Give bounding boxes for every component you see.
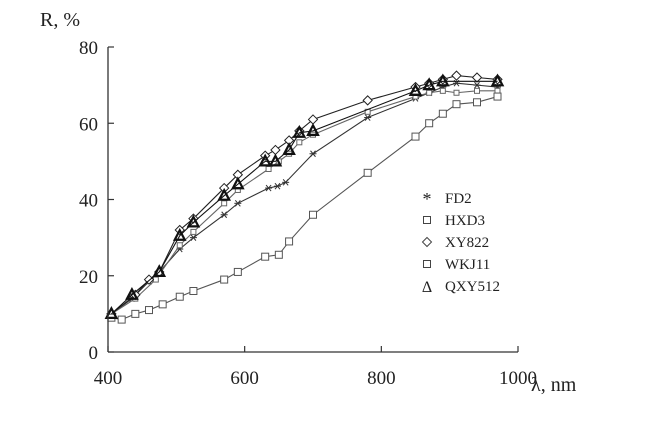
data-point: [451, 70, 462, 81]
legend-label: XY822: [445, 235, 489, 251]
data-point: [436, 73, 450, 87]
data-point: [189, 287, 198, 295]
data-point: [234, 199, 242, 207]
legend-label: FD2: [445, 191, 472, 207]
legend-item: HXD3: [423, 213, 485, 229]
data-point: [261, 252, 270, 261]
data-point: [270, 144, 281, 156]
data-point: [152, 264, 167, 278]
legend-label: QXY512: [445, 279, 500, 295]
series-layer: [104, 70, 505, 324]
data-point: [221, 200, 228, 207]
data-point: [273, 182, 281, 190]
data-point: [258, 153, 272, 167]
y-tick-label: 0: [89, 343, 99, 364]
data-point: [452, 100, 461, 109]
data-point: [423, 216, 431, 224]
data-point: [220, 211, 228, 219]
data-point: [439, 87, 446, 94]
data-point: [473, 98, 481, 107]
series-hxd3: [108, 87, 501, 317]
legend-marker-asterisk: *: [423, 189, 432, 209]
legend-item: * FD2: [423, 189, 472, 209]
data-point: [268, 153, 283, 167]
series-line: [111, 82, 498, 315]
data-point: [131, 309, 140, 318]
data-point: [425, 119, 434, 128]
data-point: [220, 275, 229, 284]
legend-label: WKJ11: [445, 257, 490, 273]
legend-label: HXD3: [445, 213, 485, 229]
data-point: [471, 72, 483, 83]
data-point: [265, 166, 272, 172]
data-point: [411, 132, 420, 141]
data-point: [145, 306, 153, 315]
ticks-layer: 400 600 800 1000 0 20 40 60 80: [79, 38, 537, 389]
x-tick-label: 800: [367, 368, 396, 389]
y-tick-label: 80: [79, 38, 98, 59]
data-point: [265, 184, 273, 192]
data-point: [474, 87, 480, 94]
data-point: [186, 214, 201, 228]
data-point: [292, 124, 307, 138]
data-point: [309, 210, 317, 219]
legend-marker-triangle: Δ: [422, 279, 432, 296]
data-point: [125, 286, 139, 300]
series-line: [111, 96, 498, 321]
data-point: [233, 267, 242, 276]
data-point: [364, 114, 372, 121]
data-point: [282, 179, 290, 186]
data-point: [285, 237, 294, 246]
data-point: [231, 176, 245, 190]
data-point: [493, 92, 502, 101]
data-point: [306, 123, 320, 136]
data-point: [438, 109, 447, 118]
data-point: [158, 300, 167, 309]
series-wkj11: [107, 92, 502, 324]
legend-item: XY822: [421, 235, 489, 251]
data-point: [104, 306, 119, 319]
y-tick-label: 40: [79, 191, 98, 212]
series-line: [111, 80, 498, 315]
data-point: [426, 89, 433, 96]
data-point: [453, 89, 460, 96]
data-point: [274, 250, 283, 259]
y-axis-title: R, %: [40, 9, 80, 31]
series-qxy512: [104, 73, 505, 319]
y-tick-label: 20: [79, 267, 98, 288]
data-point: [473, 81, 481, 89]
data-point: [421, 236, 433, 248]
x-axis-title: λ, nm: [531, 374, 577, 396]
y-tick-label: 60: [79, 114, 98, 135]
data-point: [296, 139, 303, 146]
data-point: [363, 168, 372, 177]
legend-item: WKJ11: [423, 257, 490, 273]
data-point: [422, 77, 436, 91]
data-point: [217, 187, 231, 201]
data-point: [189, 234, 197, 241]
data-point: [282, 142, 296, 156]
data-point: [309, 150, 317, 158]
data-point: [176, 242, 183, 249]
x-tick-label: 400: [94, 368, 123, 389]
legend: * FD2 HXD3 XY822 WKJ11 Δ QXY512: [421, 189, 500, 296]
x-tick-label: 1000: [499, 368, 537, 389]
data-point: [172, 227, 187, 241]
data-point: [175, 292, 184, 301]
data-point: [408, 82, 423, 96]
data-point: [490, 73, 505, 87]
legend-item: Δ QXY512: [422, 279, 500, 296]
data-point: [423, 260, 431, 268]
data-point: [362, 95, 373, 106]
data-point: [190, 228, 197, 235]
data-point: [117, 315, 126, 324]
series-xy822: [106, 70, 503, 320]
x-tick-label: 600: [230, 368, 259, 389]
series-line: [111, 90, 498, 315]
